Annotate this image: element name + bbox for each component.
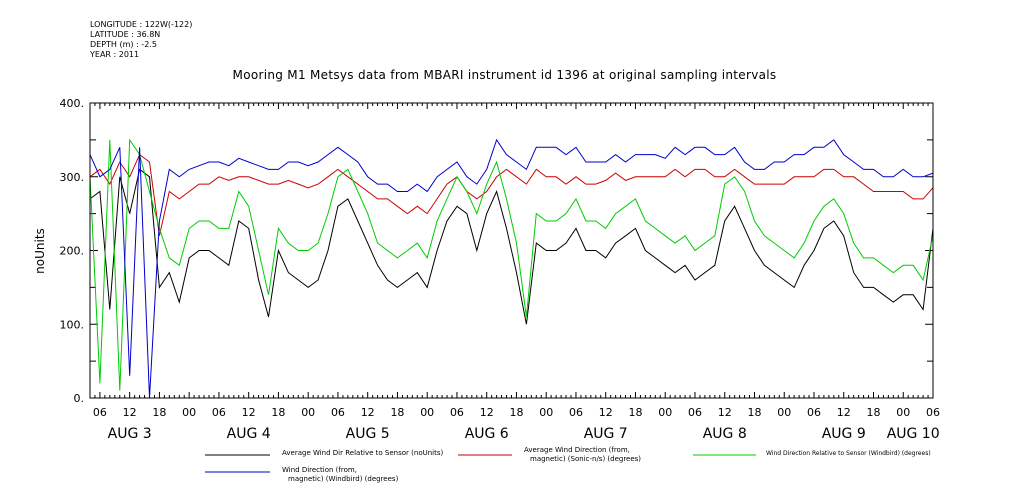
x-tick-label: 18 (152, 406, 166, 419)
x-tick-label: 12 (837, 406, 851, 419)
x-tick-label: 12 (242, 406, 256, 419)
y-tick-labels: 0. 100. 200. 300. 400. (60, 97, 85, 405)
x-tick-label: 12 (718, 406, 732, 419)
x-tick-label: 12 (480, 406, 494, 419)
legend-line: magnetic) (Windbird) (degrees) (288, 475, 399, 483)
legend-line: Average Wind Dir Relative to Sensor (noU… (282, 449, 443, 457)
x-tick-label: 18 (271, 406, 285, 419)
day-label: AUG 8 (703, 426, 747, 442)
day-label: AUG 5 (346, 426, 390, 442)
y-tick-label: 100. (60, 318, 85, 331)
latitude-label: LATITUDE : 36.8N (90, 30, 161, 39)
x-tick-label: 18 (509, 406, 523, 419)
y-tick-label: 400. (60, 97, 85, 110)
legend-label-3: Wind Direction (from, magnetic) (Windbird… (282, 466, 399, 483)
legend-line: Wind Direction Relative to Sensor (Windb… (766, 450, 931, 457)
x-tick-label: 00 (896, 406, 910, 419)
series-line-1 (89, 153, 934, 236)
series-group (89, 138, 934, 399)
x-tick-label: 06 (569, 406, 583, 419)
metadata-block: LONGITUDE : 122W(-122) LATITUDE : 36.8N … (90, 20, 192, 60)
plot-frame (89, 102, 934, 399)
legend-label-0: Average Wind Dir Relative to Sensor (noU… (282, 449, 443, 457)
chart-title: Mooring M1 Metsys data from MBARI instru… (232, 68, 777, 82)
y-axis-label: noUnits (33, 228, 47, 274)
legend-label-1: Average Wind Direction (from, magnetic) (… (524, 446, 641, 463)
longitude-label: LONGITUDE : 122W(-122) (90, 20, 193, 29)
x-tick-label: 18 (747, 406, 761, 419)
x-tick-label: 06 (926, 406, 940, 419)
x-tick-label: 06 (93, 406, 107, 419)
x-tick-label: 06 (688, 406, 702, 419)
series-line-0 (89, 168, 934, 325)
x-tick-label: 06 (450, 406, 464, 419)
legend-line: Wind Direction (from, (282, 466, 357, 474)
legend: Average Wind Dir Relative to Sensor (noU… (205, 446, 931, 483)
x-tick-label: 18 (866, 406, 880, 419)
y-tick-label: 300. (60, 171, 85, 184)
day-label: AUG 9 (822, 426, 866, 442)
x-tick-label: 12 (599, 406, 613, 419)
x-tick-label: 00 (301, 406, 315, 419)
x-tick-label: 00 (420, 406, 434, 419)
y-tick-label: 200. (60, 245, 85, 258)
day-label: AUG 7 (584, 426, 628, 442)
x-tick-label: 12 (123, 406, 137, 419)
y-tick-label: 0. (74, 392, 85, 405)
series-line-3 (89, 138, 934, 399)
x-tick-label: 12 (361, 406, 375, 419)
depth-label: DEPTH (m) : -2.5 (90, 40, 157, 49)
legend-line: magnetic) (Sonic-n/s) (degrees) (530, 455, 641, 463)
day-label: AUG 10 (887, 426, 940, 442)
x-tick-label: 00 (182, 406, 196, 419)
day-label: AUG 6 (465, 426, 509, 442)
x-tick-label: 18 (390, 406, 404, 419)
x-tick-label: 06 (212, 406, 226, 419)
legend-line: Average Wind Direction (from, (524, 446, 630, 454)
x-tick-labels: 06 12 18 00 06 12 18 00 06 12 18 00 06 12 18 00 06 12 18 00… (93, 406, 940, 419)
x-tick-label: 00 (658, 406, 672, 419)
year-label: YEAR : 2011 (90, 50, 140, 59)
x-tick-label: 18 (628, 406, 642, 419)
series-line-2 (89, 138, 934, 391)
x-tick-label: 00 (539, 406, 553, 419)
day-labels: AUG 3 AUG 4 AUG 5 AUG 6 AUG 7 AUG 8 AUG 9 AUG 1… (108, 426, 940, 442)
x-tick-label: 00 (777, 406, 791, 419)
x-tick-label: 06 (807, 406, 821, 419)
x-tick-label: 06 (331, 406, 345, 419)
day-label: AUG 3 (108, 426, 152, 442)
legend-label-2: Wind Direction Relative to Sensor (Windb… (766, 450, 931, 457)
day-label: AUG 4 (227, 426, 271, 442)
